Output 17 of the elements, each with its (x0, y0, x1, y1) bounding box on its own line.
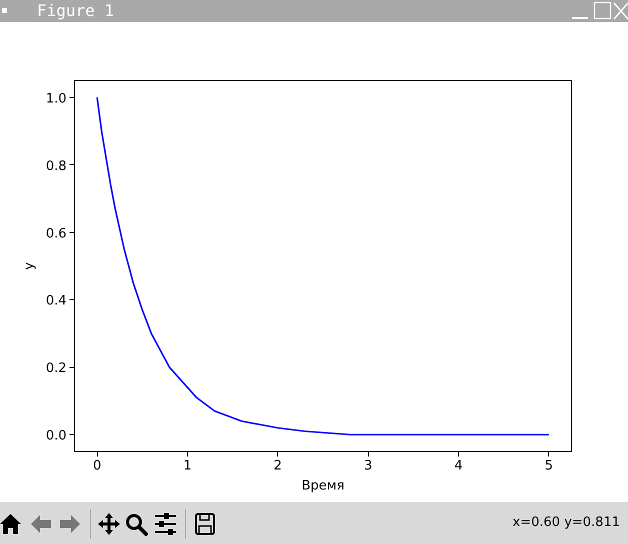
x-tick-label: 1 (183, 458, 192, 474)
y-tick-label: 0.4 (46, 294, 67, 309)
caption: Figure 1 (37, 0, 114, 22)
x-axis-title: Время (302, 478, 344, 494)
y-axis-title: y (22, 262, 37, 270)
x-tick-label: 3 (364, 458, 372, 474)
line-series (96, 96, 550, 436)
x-tick-label: 0 (92, 458, 102, 474)
text: x=0.60 y=0.811 (512, 514, 620, 532)
y-tick-label: 0.6 (46, 226, 67, 242)
x-tick-label: 4 (454, 458, 463, 474)
y-tick-label: 0.2 (46, 361, 67, 376)
x-tick-label: 2 (274, 458, 282, 474)
y-tick-label: 1.0 (46, 91, 67, 106)
y-tick-label: 0.8 (46, 158, 67, 174)
y-tick-label: 0.0 (46, 428, 67, 444)
x-tick-label: 5 (544, 458, 554, 474)
